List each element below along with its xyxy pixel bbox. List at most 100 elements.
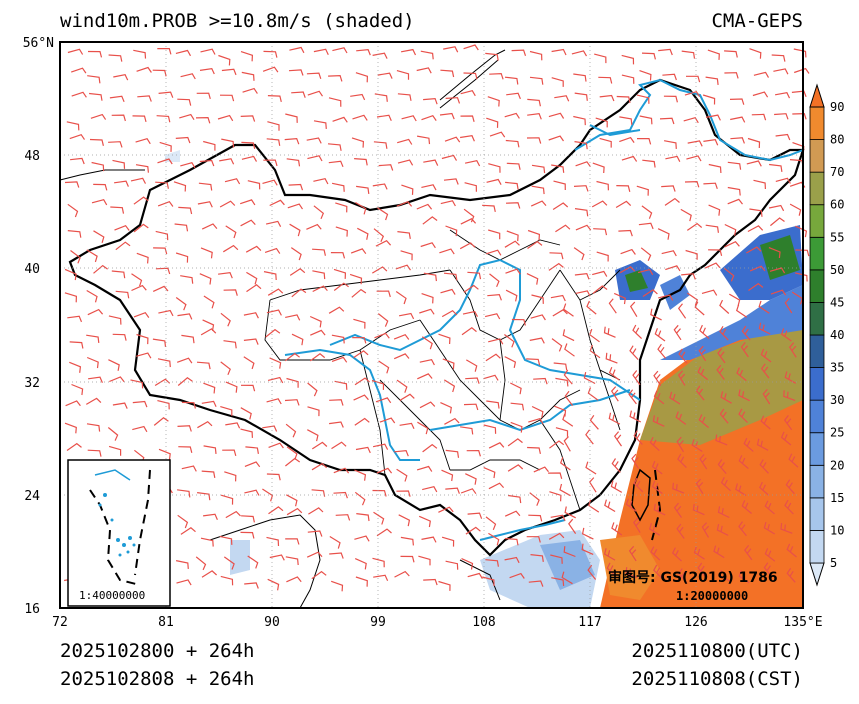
wind-barb [616, 185, 631, 192]
wind-barb [488, 338, 504, 345]
wind-barb [649, 436, 660, 452]
wind-barb [133, 196, 149, 205]
wind-barb [489, 273, 500, 288]
wind-barb [528, 514, 543, 522]
wind-barb [663, 140, 677, 149]
wind-barb [770, 289, 787, 296]
wind-barb [699, 324, 710, 339]
wind-barb [241, 515, 255, 523]
lat-tick: 48 [24, 149, 40, 164]
wind-barb [222, 244, 239, 253]
wind-barb [708, 204, 721, 216]
wind-barb [66, 121, 80, 131]
wind-barb [564, 390, 574, 406]
wind-barb [581, 527, 594, 540]
valid-time-cst: 2025110808(CST) [631, 668, 803, 690]
lat-tick: 56°N [23, 36, 54, 51]
wind-barb [285, 556, 299, 566]
wind-barb [581, 543, 594, 555]
wind-barb [550, 554, 563, 564]
wind-barb [86, 289, 98, 303]
wind-barb [653, 564, 663, 580]
wind-barb [89, 138, 104, 146]
wind-barb [181, 465, 197, 472]
wind-barb [175, 252, 189, 263]
wind-barb [177, 514, 189, 529]
wind-barb [774, 113, 789, 120]
wind-barb [223, 340, 237, 349]
wind-barb [727, 198, 743, 205]
wind-barb [684, 180, 700, 188]
wind-barb [224, 178, 241, 185]
wind-barb [420, 242, 436, 249]
wind-barb [650, 308, 662, 321]
wind-barb [564, 343, 575, 357]
wind-barb [505, 202, 521, 209]
wind-barb [438, 506, 454, 513]
wind-barb [393, 333, 410, 340]
wind-barb [311, 462, 328, 471]
wind-barb [88, 376, 103, 383]
colorbar-segment [809, 302, 825, 336]
colorbar-segment [809, 334, 825, 368]
wind-barb [266, 309, 282, 316]
wind-barb [285, 113, 298, 123]
wind-barb [354, 491, 366, 506]
wind-barb [606, 562, 617, 577]
wind-barb [244, 489, 260, 496]
wind-barb [396, 468, 408, 482]
wind-barb [443, 272, 458, 281]
wind-barb [333, 467, 350, 474]
wind-barbs [63, 44, 810, 595]
wind-barb [223, 556, 235, 570]
wind-barb [460, 90, 476, 97]
wind-barb [619, 116, 633, 125]
wind-barb [372, 52, 388, 59]
wind-barb [746, 160, 762, 167]
wind-barb [603, 326, 616, 338]
lat-tick: 32 [24, 376, 40, 391]
wind-barb [786, 567, 796, 583]
wind-barb [462, 310, 479, 317]
wind-barb [330, 252, 346, 259]
wind-barb [175, 297, 187, 311]
colorbar-label: 60 [830, 198, 844, 212]
wind-barb [440, 402, 452, 414]
wind-barb [642, 159, 656, 168]
wind-barb [587, 387, 599, 401]
wind-barb [773, 68, 789, 75]
taiwan-outline [631, 468, 651, 522]
wind-barb [555, 427, 569, 437]
wind-barb [463, 44, 479, 51]
wind-barb [197, 201, 213, 208]
wind-barb [418, 555, 431, 566]
wind-barb [309, 315, 322, 328]
main-scale: 1:20000000 [676, 589, 748, 603]
wind-barb [716, 364, 725, 380]
wind-barb [441, 309, 458, 318]
wind-barb [423, 97, 438, 105]
wind-barb [683, 117, 699, 124]
lon-tick: 135°E [783, 615, 822, 630]
colorbar-segment [809, 432, 825, 466]
wind-barb [245, 245, 262, 253]
wind-barb [375, 397, 392, 404]
wind-barb [309, 353, 326, 362]
wind-barb [394, 449, 409, 457]
wind-barb [91, 161, 105, 172]
wind-barb [693, 546, 705, 560]
wind-barb [289, 223, 301, 237]
wind-barb [575, 161, 591, 168]
wind-barb [763, 521, 776, 535]
wind-barb [201, 223, 218, 230]
wind-barb [692, 503, 705, 516]
wind-barb [443, 46, 459, 53]
lon-tick: 108 [472, 615, 495, 630]
wind-barb [87, 308, 104, 316]
wind-barb [423, 578, 438, 586]
wind-barb [350, 93, 366, 101]
colorbar-label: 70 [830, 165, 844, 179]
wind-barb [784, 499, 794, 515]
wind-barb [618, 229, 633, 237]
wind-barb [135, 137, 151, 145]
